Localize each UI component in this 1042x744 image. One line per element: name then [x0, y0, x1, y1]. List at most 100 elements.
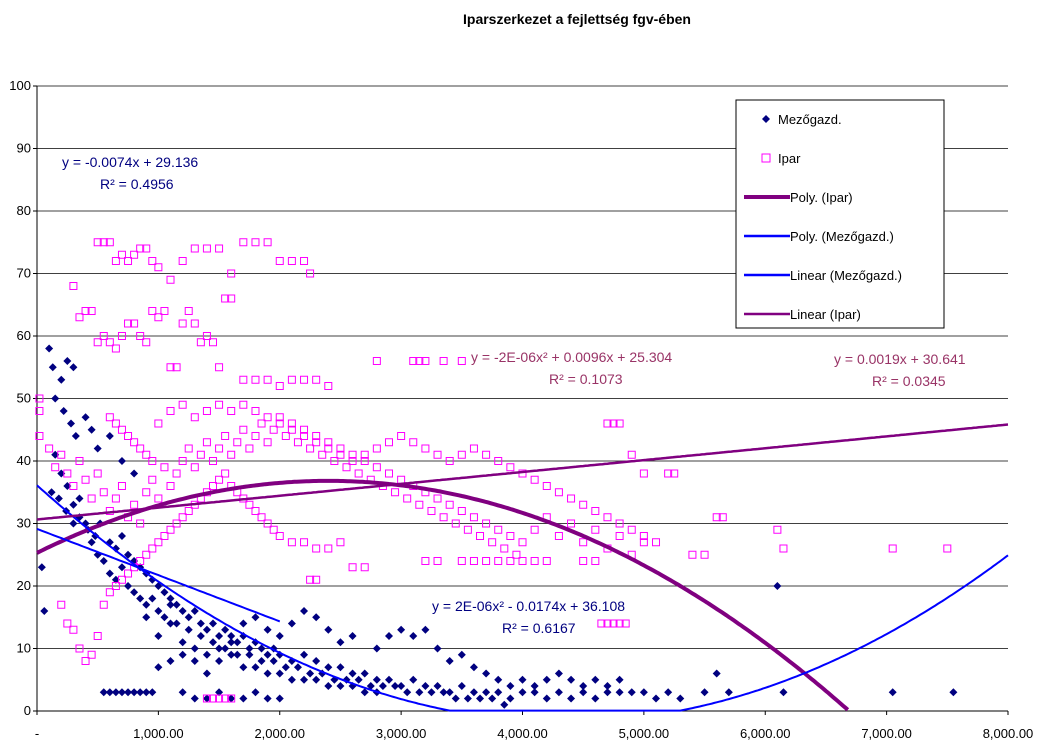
data-point-square	[615, 519, 624, 528]
data-point-diamond	[263, 650, 272, 659]
data-point-square	[81, 475, 90, 484]
data-point-diamond	[281, 663, 290, 672]
data-point-square	[567, 494, 576, 503]
data-point-diamond	[202, 669, 211, 678]
data-point-diamond	[190, 644, 199, 653]
data-point-square	[166, 525, 175, 534]
data-point-diamond	[215, 644, 224, 653]
data-point-square	[117, 482, 126, 490]
data-point-square	[306, 575, 315, 584]
legend-item: Poly. (Mezőgazd.)	[744, 229, 894, 244]
data-point-diamond	[500, 700, 509, 709]
data-point-diamond	[494, 675, 503, 684]
data-point-square	[360, 563, 369, 572]
trendline-equation: y = -0.0074x + 29.136	[62, 154, 198, 170]
data-point-diamond	[166, 619, 175, 628]
data-point-square	[409, 357, 418, 365]
trendline	[36, 484, 1009, 712]
data-point-diamond	[554, 669, 563, 678]
trendline-r-squared: R² = 0.1073	[549, 371, 623, 387]
data-point-diamond	[488, 694, 497, 703]
data-point-square	[512, 550, 521, 559]
data-point-square	[439, 513, 448, 522]
data-point-square	[488, 538, 497, 547]
y-tick-label: 80	[17, 203, 31, 218]
data-point-diamond	[700, 688, 709, 697]
data-point-square	[75, 313, 84, 322]
data-point-diamond	[51, 450, 60, 459]
data-point-square	[421, 557, 430, 565]
data-point-square	[263, 519, 272, 528]
data-point-square	[245, 500, 254, 509]
data-point-diamond	[360, 669, 369, 678]
data-point-diamond	[124, 550, 133, 559]
data-point-square	[579, 557, 588, 565]
data-point-diamond	[494, 688, 503, 697]
data-point-square	[603, 513, 612, 522]
data-point-square	[251, 407, 260, 415]
data-point-diamond	[300, 607, 309, 615]
data-point-diamond	[93, 444, 102, 453]
data-point-square	[227, 450, 236, 459]
data-point-square	[215, 400, 224, 409]
data-point-square	[579, 500, 588, 509]
data-point-square	[567, 519, 576, 528]
data-point-diamond	[415, 688, 424, 697]
data-point-diamond	[251, 688, 260, 697]
data-point-diamond	[166, 600, 175, 609]
data-point-square	[609, 619, 618, 628]
data-point-diamond	[221, 644, 230, 653]
x-tick-label: 2,000.00	[254, 726, 305, 741]
data-point-square	[63, 619, 72, 628]
data-point-diamond	[221, 625, 230, 634]
data-point-diamond	[37, 563, 46, 572]
data-point-square	[215, 475, 224, 484]
data-point-square	[542, 557, 551, 565]
data-point-square	[93, 338, 102, 347]
legend-box	[735, 99, 945, 329]
data-point-square	[712, 513, 721, 522]
data-point-square	[293, 438, 302, 447]
data-point-diamond	[257, 657, 266, 665]
data-point-diamond	[130, 588, 139, 597]
data-point-square	[184, 307, 193, 315]
data-point-diamond	[263, 694, 272, 703]
data-point-square	[202, 694, 211, 703]
data-point-diamond	[117, 563, 126, 572]
data-point-square	[215, 244, 224, 253]
legend-label: Ipar	[778, 151, 801, 166]
data-point-diamond	[567, 694, 576, 703]
data-point-square	[130, 500, 139, 509]
data-point-diamond	[779, 688, 788, 697]
data-point-diamond	[105, 688, 114, 697]
data-point-square	[482, 519, 491, 528]
data-point-diamond	[275, 669, 284, 678]
data-point-square	[718, 513, 727, 522]
data-point-square	[324, 438, 333, 447]
data-point-square	[190, 319, 199, 328]
series-ipar	[35, 238, 952, 703]
data-point-diamond	[166, 657, 175, 665]
x-tick-label: -	[35, 726, 39, 741]
data-point-square	[227, 407, 236, 415]
data-point-diamond	[312, 657, 321, 665]
data-point-diamond	[372, 675, 381, 684]
data-point-square	[652, 538, 661, 547]
data-point-square	[397, 475, 406, 484]
data-point-square	[154, 419, 163, 428]
data-point-square	[105, 238, 114, 247]
data-point-diamond	[457, 682, 466, 690]
data-point-square	[457, 507, 466, 515]
data-point-square	[506, 557, 515, 565]
data-point-diamond	[518, 675, 527, 684]
data-point-square	[409, 438, 418, 447]
data-point-square	[251, 238, 260, 247]
data-point-square	[172, 363, 181, 372]
data-point-square	[136, 519, 145, 528]
legend-item: Poly. (Ipar)	[744, 190, 853, 205]
data-point-square	[372, 463, 381, 472]
data-point-square	[287, 425, 296, 434]
data-point-diamond	[117, 532, 126, 540]
data-point-square	[148, 257, 157, 265]
data-point-square	[306, 444, 315, 453]
